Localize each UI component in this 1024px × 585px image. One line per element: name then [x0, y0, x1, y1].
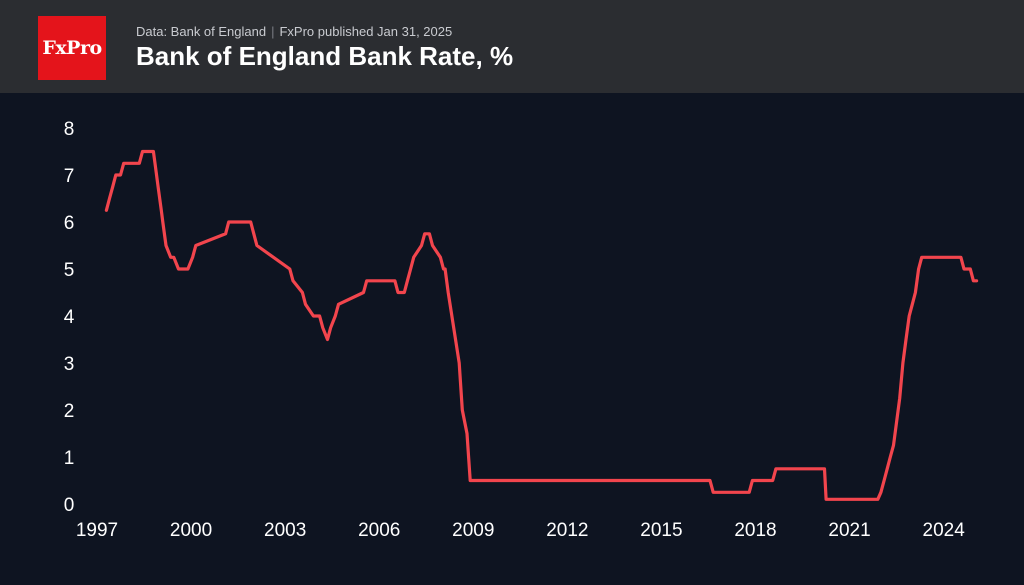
- published-date: FxPro published Jan 31, 2025: [279, 24, 453, 39]
- x-tick-label: 2012: [546, 520, 588, 541]
- bank-rate-line: [104, 149, 979, 501]
- x-tick-label: 1997: [76, 520, 118, 541]
- y-tick-label: 4: [64, 307, 75, 328]
- x-tick-label: 2015: [640, 520, 682, 541]
- y-tick-label: 2: [64, 401, 75, 422]
- y-tick-label: 0: [64, 495, 75, 516]
- y-tick-label: 8: [64, 119, 75, 140]
- x-tick-label: 2021: [828, 520, 870, 541]
- meta-separator: |: [271, 24, 275, 39]
- y-tick-label: 5: [64, 260, 75, 281]
- y-tick-label: 1: [64, 448, 75, 469]
- chart-source-line: Data: Bank of England | FxPro published Ja…: [136, 24, 452, 39]
- y-tick-label: 7: [64, 166, 75, 187]
- x-tick-label: 2018: [734, 520, 776, 541]
- x-axis-ticks: 1997 2000 2003 2006 2009 2012 2015 2018 2021 2024: [76, 520, 965, 541]
- fxpro-logo: FxPro: [38, 16, 106, 80]
- logo-text: FxPro: [42, 37, 102, 59]
- bank-rate-chart: 0 1 2 3 4 5 6 7 8 1997 2000 2003 2006 2009 2012 2015 20…: [64, 119, 979, 541]
- chart-title: Bank of England Bank Rate, %: [136, 41, 514, 71]
- y-tick-label: 3: [64, 354, 75, 375]
- x-tick-label: 2000: [170, 520, 212, 541]
- y-tick-label: 6: [64, 213, 75, 234]
- y-axis-ticks: 0 1 2 3 4 5 6 7 8: [64, 119, 75, 516]
- x-tick-label: 2024: [923, 520, 966, 541]
- chart-header: FxPro Data: Bank of England | FxPro publis…: [0, 0, 1024, 93]
- x-tick-label: 2006: [358, 520, 400, 541]
- x-tick-label: 2003: [264, 520, 306, 541]
- x-tick-label: 2009: [452, 520, 494, 541]
- data-source: Data: Bank of England: [136, 24, 267, 39]
